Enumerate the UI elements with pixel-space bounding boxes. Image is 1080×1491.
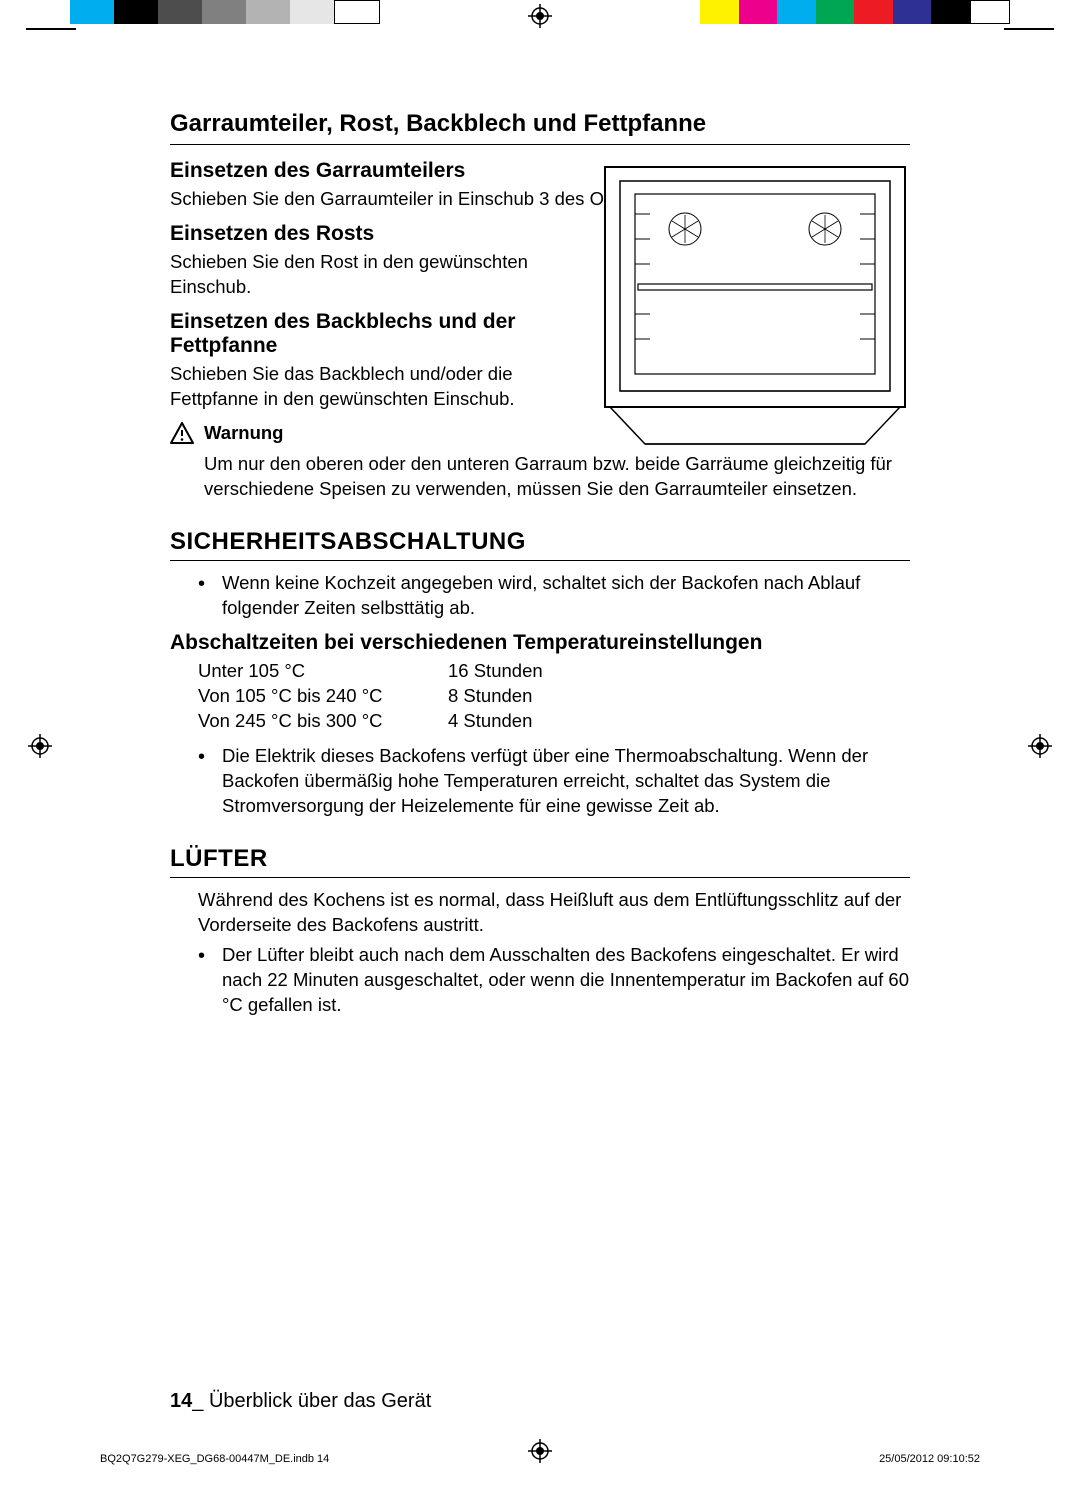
warning-label: Warnung — [204, 422, 283, 444]
section-heading: SICHERHEITSABSCHALTUNG — [170, 528, 910, 561]
table-row: Von 105 °C bis 240 °C 8 Stunden — [198, 684, 910, 709]
grayscale-swatches — [70, 0, 380, 24]
temp-range: Von 105 °C bis 240 °C — [198, 684, 448, 709]
page-content: Garraumteiler, Rost, Backblech und Fettp… — [170, 110, 910, 1024]
sub-heading: Einsetzen des Backblechs und der Fettpfa… — [170, 310, 550, 358]
color-swatches — [700, 0, 1010, 24]
footer-separator: _ — [192, 1390, 209, 1412]
table-row: Unter 105 °C 16 Stunden — [198, 659, 910, 684]
warning-icon — [170, 422, 194, 444]
warning-block: Warnung — [170, 422, 550, 444]
body-paragraph: Während des Kochens ist es normal, dass … — [198, 888, 910, 938]
list-item: Wenn keine Kochzeit angegeben wird, scha… — [198, 571, 910, 621]
crop-mark — [1004, 28, 1054, 30]
two-column-section: Einsetzen des Garraumteilers Schieben Si… — [170, 159, 910, 444]
footer-filename: BQ2Q7G279-XEG_DG68-00447M_DE.indb 14 — [100, 1453, 329, 1465]
bullet-list: Die Elektrik dieses Backofens verfügt üb… — [170, 744, 910, 819]
footer-timestamp: 25/05/2012 09:10:52 — [879, 1453, 980, 1465]
oven-illustration — [600, 159, 910, 449]
bullet-list: Wenn keine Kochzeit angegeben wird, scha… — [170, 571, 910, 621]
sub-heading: Einsetzen des Rosts — [170, 222, 550, 246]
temp-range: Unter 105 °C — [198, 659, 448, 684]
list-item: Die Elektrik dieses Backofens verfügt üb… — [198, 744, 910, 819]
list-item: Der Lüfter bleibt auch nach dem Ausschal… — [198, 943, 910, 1018]
temp-range: Von 245 °C bis 300 °C — [198, 709, 448, 734]
registration-mark-icon — [28, 734, 52, 758]
footer-section-name: Überblick über das Gerät — [209, 1390, 431, 1412]
registration-mark-icon — [528, 1439, 552, 1463]
registration-mark-icon — [1028, 734, 1052, 758]
body-paragraph: Schieben Sie den Rost in den gewünschten… — [170, 250, 550, 300]
page-number: 14 — [170, 1390, 192, 1412]
shutoff-time: 4 Stunden — [448, 709, 532, 734]
sub-heading: Einsetzen des Garraumteilers — [170, 159, 550, 183]
shutoff-time: 16 Stunden — [448, 659, 543, 684]
bullet-list: Der Lüfter bleibt auch nach dem Ausschal… — [170, 943, 910, 1018]
shutoff-times-table: Unter 105 °C 16 Stunden Von 105 °C bis 2… — [198, 659, 910, 734]
crop-mark — [26, 28, 76, 30]
page-footer: 14_ Überblick über das Gerät — [170, 1390, 431, 1413]
section-heading: LÜFTER — [170, 845, 910, 878]
sub-heading: Abschaltzeiten bei verschiedenen Tempera… — [170, 631, 910, 655]
table-row: Von 245 °C bis 300 °C 4 Stunden — [198, 709, 910, 734]
body-paragraph: Schieben Sie das Backblech und/oder die … — [170, 362, 550, 412]
registration-mark-icon — [528, 4, 552, 28]
shutoff-time: 8 Stunden — [448, 684, 532, 709]
main-heading: Garraumteiler, Rost, Backblech und Fettp… — [170, 110, 910, 145]
warning-text: Um nur den oberen oder den unteren Garra… — [204, 452, 904, 502]
